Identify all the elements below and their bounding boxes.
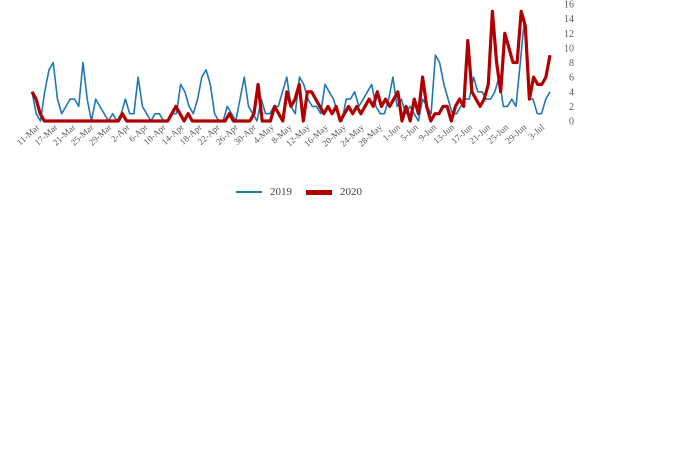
x-tick-label: 5-Jun bbox=[399, 122, 421, 143]
y-tick-label: 2 bbox=[569, 102, 574, 113]
y-tick-label: 4 bbox=[569, 87, 574, 98]
y-axis: 0 2 4 6 8 10 12 14 16 bbox=[564, 0, 574, 128]
x-axis: 11-Mar17-Mar21-Mar25-Mar29-Mar2-Apr6-Apr… bbox=[15, 122, 547, 149]
legend-swatch-2019 bbox=[236, 191, 262, 193]
y-tick-label: 6 bbox=[569, 73, 574, 84]
y-tick-label: 0 bbox=[569, 117, 574, 128]
y-tick-label: 8 bbox=[569, 58, 574, 69]
y-tick-label: 10 bbox=[564, 43, 574, 54]
legend-swatch-2020 bbox=[306, 189, 332, 195]
line-chart: 0 2 4 6 8 10 12 14 16 11-Mar17-Mar21-Mar25-Mar29… bbox=[15, 0, 574, 149]
legend-item-2020: 2020 bbox=[306, 186, 362, 198]
y-tick-label: 16 bbox=[564, 0, 574, 11]
x-tick-label: 1-Jun bbox=[380, 122, 402, 143]
x-tick-label: 3-Jul bbox=[526, 122, 546, 142]
y-tick-label: 12 bbox=[564, 29, 574, 40]
legend-label-2019: 2019 bbox=[270, 186, 292, 198]
x-tick-label: 29-Jun bbox=[503, 122, 528, 146]
series-line-2020 bbox=[30, 9, 552, 123]
y-tick-label: 14 bbox=[564, 14, 574, 25]
x-tick-label: 2-Apr bbox=[109, 122, 132, 144]
legend-label-2020: 2020 bbox=[340, 186, 362, 198]
series-lines bbox=[30, 9, 552, 123]
chart-legend: 2019 2020 bbox=[236, 186, 376, 198]
legend-item-2019: 2019 bbox=[236, 186, 292, 198]
